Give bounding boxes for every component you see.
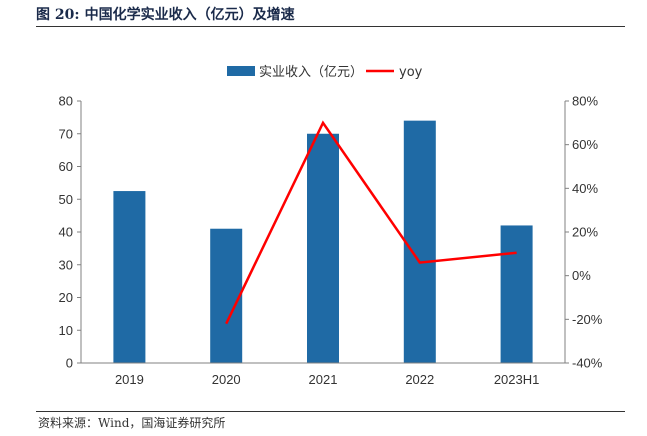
right-tick-label: -40%	[572, 356, 603, 371]
legend-line-label: yoy	[399, 65, 423, 80]
legend-bar-label: 实业收入（亿元）	[259, 65, 363, 80]
figure-label: 图 20:	[36, 7, 80, 23]
legend-bar-swatch	[227, 66, 255, 76]
bar-2020	[210, 228, 243, 363]
left-tick-label: 20	[59, 290, 73, 305]
x-tick-label: 2021	[309, 372, 338, 387]
left-tick-label: 10	[59, 323, 73, 338]
x-tick-label: 2023H1	[494, 372, 540, 387]
left-tick-label: 50	[59, 192, 73, 207]
bottom-rule	[36, 411, 625, 412]
yoy-series	[225, 120, 517, 325]
right-tick-label: 60%	[572, 137, 598, 152]
legend: 实业收入（亿元） yoy	[227, 65, 423, 80]
right-tick-label: 40%	[572, 181, 598, 196]
left-tick-label: 30	[59, 257, 73, 272]
yoy-line	[225, 120, 517, 325]
left-tick-label: 80	[59, 94, 73, 109]
figure-title: 中国化学实业收入（亿元）及增速	[84, 7, 295, 23]
left-tick-label: 70	[59, 126, 73, 141]
figure-title-row: 图 20: 中国化学实业收入（亿元）及增速	[36, 4, 624, 26]
left-tick-label: 40	[59, 225, 73, 240]
bar-2021	[307, 133, 339, 363]
top-rule	[36, 26, 625, 27]
left-tick-label: 0	[66, 356, 73, 371]
right-tick-label: 0%	[572, 268, 591, 283]
x-tick-label: 2020	[212, 372, 241, 387]
axes: 0 10 20 30 40 50 60 70 80 -40% -20% 0% 20% 40% 60% 80% 2…	[59, 94, 603, 388]
left-tick-label: 60	[59, 159, 73, 174]
bar-2019	[113, 191, 146, 363]
source-note: 资料来源：Wind，国海证券研究所	[38, 416, 226, 430]
bar-series	[113, 120, 533, 364]
bar-2022	[403, 120, 436, 364]
x-tick-label: 2019	[115, 372, 144, 387]
x-tick-label: 2022	[405, 372, 434, 387]
bar-2023H1	[500, 225, 533, 363]
right-tick-label: 80%	[572, 94, 598, 109]
right-tick-label: -20%	[572, 312, 603, 327]
right-tick-label: 20%	[572, 225, 598, 240]
